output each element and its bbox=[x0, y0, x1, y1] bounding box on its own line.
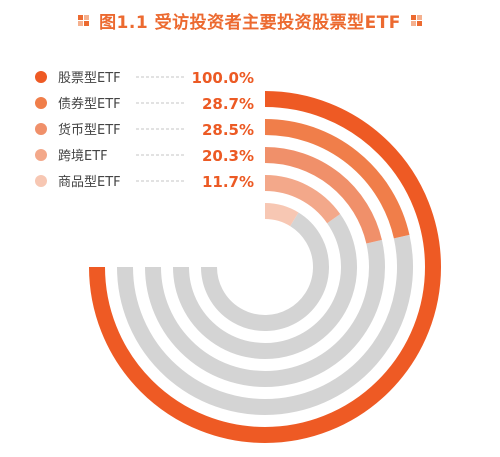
title-decoration-left-icon bbox=[78, 14, 90, 26]
legend-marker-3 bbox=[35, 123, 47, 135]
value-label-3: 28.5% bbox=[202, 121, 254, 139]
ring-track-4 bbox=[173, 213, 357, 359]
chart-title: 图1.1 受访投资者主要投资股票型ETF bbox=[99, 12, 401, 33]
legend-marker-5 bbox=[35, 175, 47, 187]
title-row: 图1.1 受访投资者主要投资股票型ETF bbox=[0, 6, 500, 34]
value-label-1: 100.0% bbox=[192, 69, 254, 87]
legend-label-1: 股票型ETF bbox=[58, 71, 121, 86]
legend-marker-4 bbox=[35, 149, 47, 161]
ring-bar-2 bbox=[264, 119, 410, 239]
value-label-2: 28.7% bbox=[202, 95, 254, 113]
title-decoration-right-icon bbox=[410, 14, 422, 26]
ring-bar-1 bbox=[89, 91, 441, 443]
ring-track-2 bbox=[117, 234, 413, 415]
value-label-4: 20.3% bbox=[202, 147, 254, 165]
legend-label-5: 商品型ETF bbox=[58, 175, 121, 190]
legend-marker-1 bbox=[35, 71, 47, 83]
ring-track-5 bbox=[201, 212, 329, 331]
legend-label-3: 货币型ETF bbox=[58, 122, 121, 138]
ring-bar-3 bbox=[264, 147, 382, 244]
legend-label-2: 债券型ETF bbox=[58, 96, 121, 112]
legend-label-4: 跨境ETF bbox=[58, 149, 108, 164]
ring-track-3 bbox=[145, 239, 385, 387]
legend-marker-2 bbox=[35, 97, 47, 109]
ring-bar-4 bbox=[264, 175, 341, 224]
ring-bar-5 bbox=[264, 203, 299, 227]
value-label-5: 11.7% bbox=[202, 173, 254, 191]
